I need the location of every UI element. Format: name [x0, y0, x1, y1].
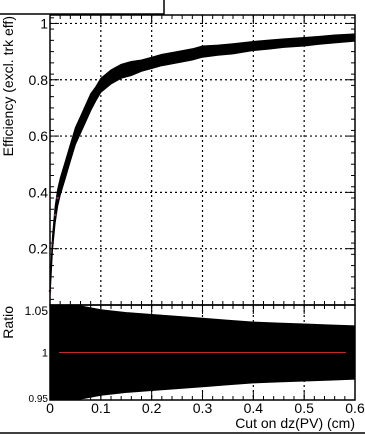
bottom-xtick-label-0: 0: [46, 400, 54, 416]
top-ytick-label-1: 0.4: [29, 184, 49, 200]
bottom-ytick-label-0: 0.95: [29, 394, 49, 405]
bottom-xtick-label-2: 0.2: [142, 400, 162, 416]
top-ytick-label-3: 0.8: [29, 72, 49, 88]
bottom-x-tick-labels: 0 0.1 0.2 0.3 0.4 0.5 0.6: [46, 400, 365, 416]
bottom-y-axis-label: Ratio: [0, 306, 16, 339]
bottom-xtick-label-6: 0.6: [345, 400, 365, 416]
top-ytick-label-0: 0.2: [29, 241, 49, 257]
top-efficiency-point-3: [56, 196, 59, 200]
top-ytick-label-2: 0.6: [29, 128, 49, 144]
top-y-tick-labels: 0.2 0.4 0.6 0.8 1: [29, 15, 49, 256]
bottom-xtick-label-5: 0.5: [294, 400, 314, 416]
top-efficiency-point-2: [53, 213, 57, 217]
bottom-ytick-label-2: 1.05: [25, 304, 49, 318]
bottom-y-tick-labels: 0.95 1 1.05: [25, 304, 49, 405]
header-box: [0, 0, 165, 15]
x-axis-label: Cut on dz(PV) (cm): [235, 415, 355, 431]
bottom-xtick-label-3: 0.3: [193, 400, 213, 416]
top-panel: 0.2 0.4 0.6 0.8 1 Efficiency (excl. trk eff): [0, 14, 356, 306]
bottom-ytick-label-1: 1: [42, 348, 48, 360]
bottom-xtick-label-1: 0.1: [91, 400, 111, 416]
bottom-ticks: [49, 304, 356, 401]
bottom-xtick-label-4: 0.4: [244, 400, 264, 416]
top-ytick-label-4: 1: [40, 15, 48, 31]
bottom-panel: 0.95 1 1.05 0 0.1 0.2 0.3 0.4 0.5 0.6 Ratio Cut …: [0, 304, 365, 431]
top-y-axis-label: Efficiency (excl. trk eff): [0, 16, 16, 156]
